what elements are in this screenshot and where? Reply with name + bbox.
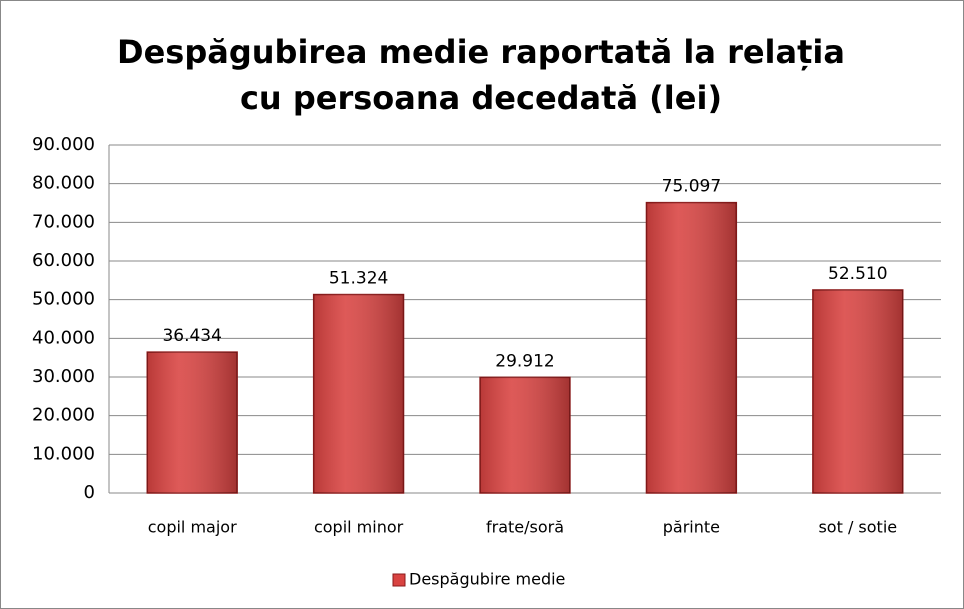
x-tick-label: copil minor [314, 518, 404, 537]
y-tick-label: 40.000 [32, 327, 95, 348]
y-tick-label: 20.000 [32, 405, 95, 426]
y-tick-label: 60.000 [32, 250, 95, 271]
y-tick-label: 50.000 [32, 289, 95, 310]
x-tick-label: copil major [148, 518, 237, 537]
x-tick-label: sot / sotie [818, 518, 897, 537]
x-tick-label: frate/soră [486, 518, 564, 537]
bar [645, 201, 738, 494]
y-tick-label: 0 [84, 482, 95, 503]
legend-swatch [392, 573, 406, 587]
bar [812, 289, 904, 494]
y-tick-label: 10.000 [32, 443, 95, 464]
legend-label: Despăgubire medie [409, 570, 565, 589]
x-tick-label: părinte [663, 518, 720, 537]
y-tick-label: 30.000 [32, 366, 95, 387]
data-label: 36.434 [162, 326, 221, 346]
bar [312, 293, 405, 494]
y-tick-label: 80.000 [32, 173, 95, 194]
data-label: 52.510 [828, 264, 887, 284]
y-tick-label: 70.000 [32, 211, 95, 232]
y-tick-label: 90.000 [32, 134, 95, 155]
bar [479, 376, 571, 494]
bar [146, 351, 238, 494]
data-label: 51.324 [329, 269, 388, 289]
data-label: 29.912 [495, 351, 554, 371]
data-label: 75.097 [662, 177, 721, 197]
chart-title: Despăgubirea medie raportată la relația … [117, 33, 845, 117]
